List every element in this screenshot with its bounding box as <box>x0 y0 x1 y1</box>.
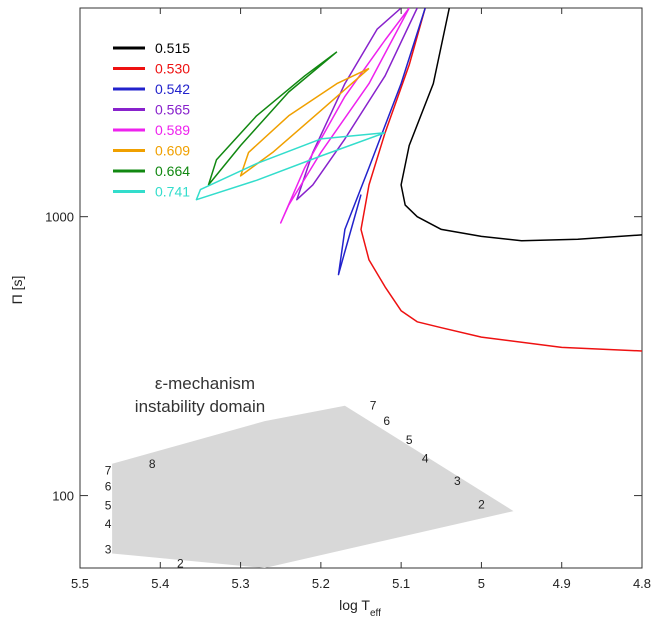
series-line-0 <box>400 8 642 242</box>
y-tick-label: 100 <box>52 489 74 504</box>
region-label-line2: instability domain <box>135 397 265 416</box>
mode-label: 3 <box>454 474 461 488</box>
x-tick-label: 5.2 <box>312 576 330 591</box>
x-tick-label: 4.8 <box>633 576 651 591</box>
y-axis-title: Π [s] <box>9 276 25 305</box>
mode-label: 6 <box>383 414 390 428</box>
mode-label: 5 <box>406 433 413 447</box>
mode-label: 6 <box>105 479 112 493</box>
x-axis-title: log Teff <box>339 597 381 619</box>
x-tick-label: 5.3 <box>232 576 250 591</box>
mode-label: 8 <box>149 457 156 471</box>
series-line-5 <box>239 67 370 177</box>
mode-label: 2 <box>478 497 485 511</box>
mode-label: 7 <box>105 464 112 478</box>
x-tick-label: 4.9 <box>553 576 571 591</box>
x-tick-label: 5 <box>478 576 485 591</box>
instability-region <box>112 405 514 568</box>
mode-label: 7 <box>370 399 377 413</box>
region-label-line1: ε-mechanism <box>155 374 255 393</box>
mode-label: 3 <box>105 543 112 557</box>
legend-label-4: 0.589 <box>155 122 190 138</box>
series-line-6 <box>207 51 338 186</box>
series-line-4 <box>279 8 410 224</box>
series-line-2 <box>337 8 426 276</box>
mode-label: 2 <box>177 557 184 571</box>
x-tick-label: 5.4 <box>151 576 169 591</box>
legend-label-3: 0.565 <box>155 102 190 118</box>
mode-label: 4 <box>422 451 429 465</box>
mode-label: 4 <box>105 517 112 531</box>
x-tick-label: 5.5 <box>71 576 89 591</box>
x-tick-label: 5.1 <box>392 576 410 591</box>
series-line-7 <box>195 131 386 201</box>
legend-label-6: 0.664 <box>155 163 190 179</box>
legend-label-1: 0.530 <box>155 61 190 77</box>
x-axis-title-subscript: eff <box>370 608 381 619</box>
legend-label-5: 0.609 <box>155 143 190 159</box>
legend-label-0: 0.515 <box>155 40 190 56</box>
y-tick-label: 1000 <box>45 210 74 225</box>
x-axis-title-main: log T <box>339 597 370 613</box>
mode-label: 5 <box>105 499 112 513</box>
legend-label-2: 0.542 <box>155 81 190 97</box>
legend-label-7: 0.741 <box>155 184 190 200</box>
series-line-3 <box>296 8 418 201</box>
